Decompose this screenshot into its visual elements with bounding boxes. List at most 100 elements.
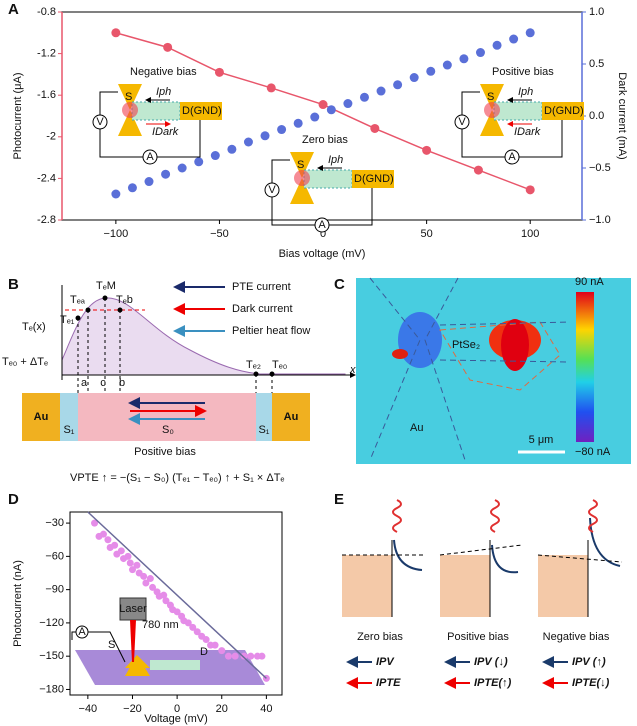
point <box>243 137 253 147</box>
point <box>128 566 136 574</box>
inset: Positive bias D(GND) S Iph IDark V A <box>454 66 584 165</box>
channel <box>131 101 181 121</box>
channel <box>303 169 353 189</box>
s0-label: S₀ <box>162 424 174 436</box>
pv-label: IPV (↓) <box>474 656 508 668</box>
material-label: PtSe₂ <box>452 339 480 351</box>
point <box>184 619 192 627</box>
light <box>588 499 598 533</box>
x-tick-label: 100 <box>521 228 539 240</box>
formula: VPTE ↑ = −(S₁ − S₀) (Tₑ₁ − Tₑ₀) ↑ + S₁ ×… <box>70 472 285 484</box>
s1-right <box>256 393 272 441</box>
au-right <box>272 393 310 441</box>
point <box>310 112 320 122</box>
point <box>409 73 419 83</box>
ammeter <box>504 149 520 165</box>
point <box>525 28 535 38</box>
point <box>99 530 107 538</box>
point-label: b <box>119 377 125 389</box>
band-edge <box>393 539 423 571</box>
point <box>126 559 134 567</box>
ammeter <box>314 217 330 233</box>
point <box>370 123 380 133</box>
pv-label: IPV <box>376 656 395 668</box>
fermi-level <box>537 554 623 563</box>
x-tick-label: −100 <box>103 228 128 240</box>
x-tick-label: −20 <box>123 703 142 715</box>
inset-title: Negative bias <box>130 66 197 78</box>
panel-e: E Zero bias IPV IPTE Positive bias IPV (↓) IP… <box>334 491 623 689</box>
amp-label: A <box>318 219 326 231</box>
point <box>162 597 170 605</box>
point <box>359 92 369 102</box>
s1-left <box>60 393 78 441</box>
beam <box>130 620 136 662</box>
point <box>173 608 181 616</box>
point-label: a <box>81 377 88 389</box>
electrode <box>290 178 314 204</box>
s1-label: S₁ <box>258 424 269 436</box>
hotspot <box>501 319 529 371</box>
y-tick-label: −180 <box>39 683 64 695</box>
light <box>490 499 500 533</box>
drain-label: D(GND) <box>354 173 394 185</box>
y2-axis-label: Dark current (mA) <box>616 72 628 159</box>
point <box>318 100 328 110</box>
axis-label: x <box>349 364 356 376</box>
bias-label: Positive bias <box>134 446 196 458</box>
au-left <box>22 393 60 441</box>
colorbar <box>576 292 594 442</box>
temperature-curve <box>61 297 346 376</box>
au-label: Au <box>284 411 299 423</box>
source-label: S <box>297 159 304 171</box>
iph-label: Iph <box>328 154 343 166</box>
hotspot <box>392 349 408 359</box>
voltmeter <box>454 114 470 130</box>
y-axis-label: Photocurrent (μA) <box>12 72 24 159</box>
x-tick-label: 40 <box>260 703 272 715</box>
panel-label: D <box>8 491 19 508</box>
point <box>326 105 336 115</box>
point <box>91 519 99 527</box>
case-label: Zero bias <box>357 631 403 643</box>
point <box>111 189 121 199</box>
temp-label: Tₑ₁ <box>60 314 75 326</box>
electrode <box>118 84 142 110</box>
dots <box>75 295 275 377</box>
legend-label: Peltier heat flow <box>232 325 310 337</box>
electrode-outline <box>369 277 571 461</box>
volt-label: V <box>458 116 466 128</box>
case-label: Negative bias <box>543 631 610 643</box>
drain-label: D(GND) <box>182 105 222 117</box>
point <box>240 652 248 660</box>
band-edge <box>491 544 519 574</box>
scale-label: 5 μm <box>529 434 554 446</box>
drain <box>180 102 222 120</box>
point <box>163 42 173 52</box>
x-axis-label: Bias voltage (mV) <box>279 248 366 260</box>
s1-label: S₁ <box>63 424 74 436</box>
drop-lines <box>77 298 273 395</box>
point <box>117 547 125 555</box>
point <box>509 34 519 44</box>
point <box>142 579 150 587</box>
point <box>193 628 201 636</box>
fermi-level <box>439 544 523 556</box>
band-block <box>342 555 392 617</box>
fit-line <box>87 511 267 679</box>
pv-label: IPV (↑) <box>572 656 606 668</box>
circuit <box>71 631 126 663</box>
drain <box>150 660 200 670</box>
spot <box>484 102 500 118</box>
y-tick-label: -1.2 <box>37 48 56 60</box>
point <box>442 60 452 70</box>
point <box>124 552 132 560</box>
laser-label: Laser <box>119 603 147 615</box>
iph-label: Iph <box>156 86 171 98</box>
point <box>210 151 220 161</box>
idark-label: IDark <box>152 126 179 138</box>
light <box>392 499 402 533</box>
source-label: S <box>108 639 115 651</box>
point <box>459 54 469 64</box>
